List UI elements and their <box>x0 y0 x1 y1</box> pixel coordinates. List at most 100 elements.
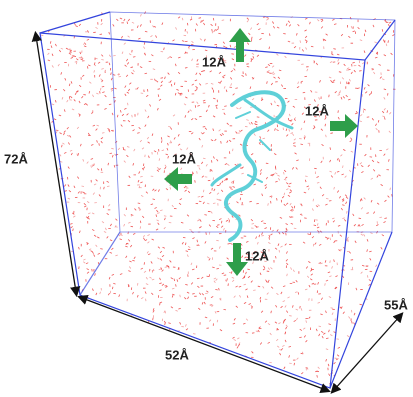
water-molecule <box>214 189 215 191</box>
water-molecule <box>133 130 135 131</box>
water-molecule <box>134 149 135 151</box>
water-molecule <box>81 96 83 98</box>
water-molecule <box>326 359 327 361</box>
water-molecule <box>387 110 388 112</box>
water-molecule <box>166 188 168 189</box>
water-molecule <box>266 177 267 179</box>
water-molecule <box>211 169 213 171</box>
water-molecule <box>346 197 348 199</box>
water-molecule <box>191 282 193 284</box>
water-molecule <box>258 29 260 30</box>
water-molecule <box>292 305 293 307</box>
water-molecule <box>281 348 283 350</box>
water-molecule <box>148 156 149 158</box>
water-molecule <box>348 36 350 38</box>
water-molecule <box>334 24 336 25</box>
water-molecule <box>262 232 263 234</box>
water-molecule <box>92 289 93 291</box>
water-molecule <box>248 33 250 35</box>
water-molecule <box>168 73 170 75</box>
water-molecule <box>341 34 343 36</box>
water-molecule <box>162 284 164 286</box>
water-molecule <box>62 143 64 144</box>
water-molecule <box>143 238 144 240</box>
water-molecule <box>137 87 139 89</box>
water-molecule <box>233 187 235 188</box>
water-molecule <box>242 75 244 76</box>
water-molecule <box>166 154 168 155</box>
water-molecule <box>157 170 159 172</box>
water-molecule <box>273 74 275 75</box>
water-molecule <box>62 145 63 147</box>
water-molecule <box>285 56 287 58</box>
water-molecule <box>178 57 180 58</box>
water-molecule <box>96 129 98 131</box>
water-molecule <box>81 57 83 58</box>
water-molecule <box>205 317 207 318</box>
water-molecule <box>247 66 249 67</box>
water-molecule <box>131 67 133 68</box>
water-molecule <box>228 243 230 244</box>
water-molecule <box>219 246 220 248</box>
water-molecule <box>101 141 103 143</box>
water-molecule <box>352 62 354 63</box>
water-molecule <box>239 107 241 109</box>
water-molecule <box>74 99 76 101</box>
water-molecule <box>283 301 285 302</box>
water-molecule <box>91 144 93 145</box>
water-molecule <box>251 305 252 307</box>
water-molecule <box>217 159 218 161</box>
water-molecule <box>185 190 187 191</box>
water-molecule <box>339 92 340 94</box>
water-molecule <box>328 324 330 325</box>
water-molecule <box>294 119 295 121</box>
water-molecule <box>275 248 277 250</box>
water-molecule <box>191 44 193 45</box>
water-molecule <box>350 140 352 141</box>
water-molecule <box>324 39 326 40</box>
water-molecule <box>192 269 194 270</box>
water-molecule <box>150 104 151 106</box>
water-molecule <box>223 228 224 230</box>
water-molecule <box>157 258 159 259</box>
water-molecule <box>265 184 267 186</box>
water-molecule <box>67 127 69 129</box>
water-molecule <box>63 89 65 91</box>
water-molecule <box>292 167 293 169</box>
water-molecule <box>133 233 135 234</box>
water-molecule <box>220 134 222 135</box>
water-molecule <box>369 280 371 281</box>
water-molecule <box>252 37 253 39</box>
water-molecule <box>341 208 342 210</box>
water-molecule <box>295 292 297 293</box>
water-molecule <box>143 47 144 49</box>
water-molecule <box>271 103 272 105</box>
water-molecule <box>282 345 284 346</box>
water-molecule <box>83 262 85 264</box>
water-molecule <box>205 128 207 130</box>
water-molecule <box>71 153 72 155</box>
water-molecule <box>128 120 130 122</box>
water-molecule <box>291 223 293 224</box>
water-molecule <box>172 288 174 289</box>
water-molecule <box>157 213 159 214</box>
water-molecule <box>292 134 293 136</box>
water-molecule <box>108 163 109 165</box>
water-molecule <box>60 133 62 134</box>
water-molecule <box>156 214 157 216</box>
water-molecule <box>306 47 307 49</box>
water-molecule <box>291 133 293 134</box>
water-molecule <box>107 236 109 238</box>
water-molecule <box>220 330 222 331</box>
water-molecule <box>79 247 80 249</box>
water-molecule <box>63 133 64 135</box>
depth-label: 55Å <box>384 297 408 312</box>
water-molecule <box>310 22 311 24</box>
water-molecule <box>306 266 307 268</box>
water-molecule <box>115 100 116 102</box>
water-molecule <box>151 261 152 263</box>
water-molecule <box>305 289 307 290</box>
water-molecule <box>286 263 288 265</box>
water-molecule <box>154 151 156 152</box>
water-molecule <box>183 237 185 238</box>
